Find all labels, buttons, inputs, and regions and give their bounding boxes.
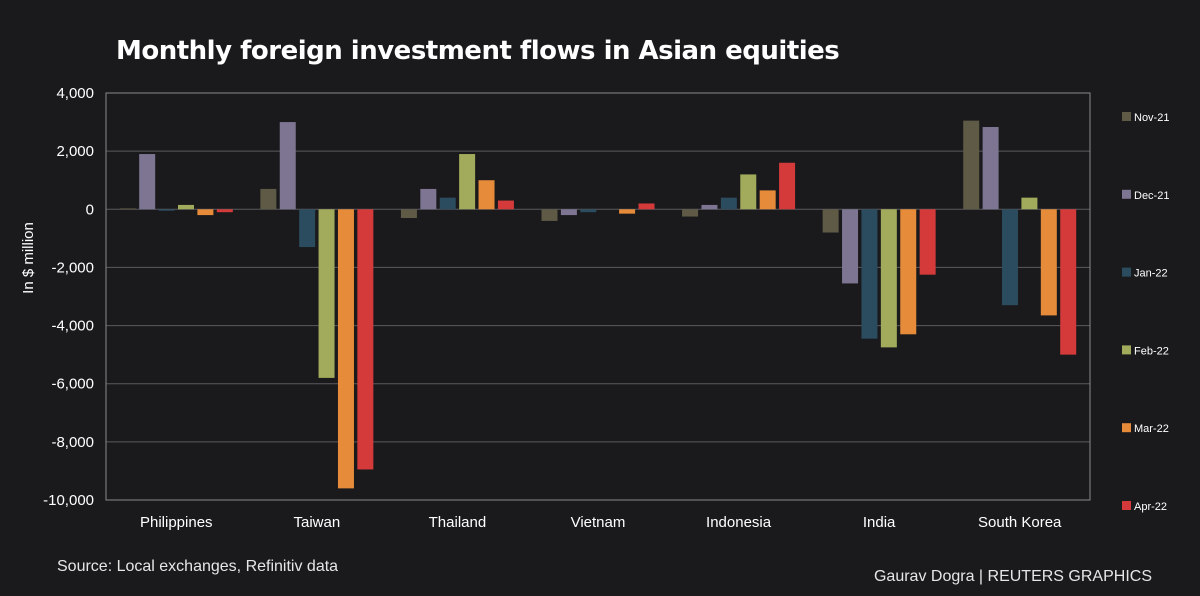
y-tick-label: -10,000 [43,492,94,509]
chart-title: Monthly foreign investment flows in Asia… [116,36,840,66]
bar-thailand-dec-21 [420,188,437,210]
bar-vietnam-dec-21 [560,209,577,216]
bar-india-nov-21 [822,209,839,233]
bar-vietnam-nov-21 [541,209,558,221]
bar-south-korea-feb-22 [1021,197,1038,210]
bar-india-apr-22 [919,209,936,275]
bar-philippines-jan-22 [158,209,175,211]
legend-label: Nov-21 [1134,112,1169,124]
bar-south-korea-dec-21 [982,127,999,210]
y-tick-label: 0 [86,201,94,218]
bars [119,120,1077,489]
gridlines [106,150,1090,443]
source-note: Source: Local exchanges, Refinitiv data [57,558,339,575]
bar-philippines-feb-22 [177,204,194,210]
bar-thailand-mar-22 [478,180,495,210]
x-tick-label: Vietnam [571,514,626,531]
plot-frame [105,92,1091,501]
bar-thailand-feb-22 [459,154,476,210]
bar-taiwan-jan-22 [299,209,316,248]
y-axis-ticks: 4,000 2,000 0 -2,000 -4,000 -6,000 -8,000 -10,0… [43,85,94,509]
legend-swatch [1122,345,1131,355]
x-tick-label: Indonesia [706,514,772,531]
y-tick-label: -2,000 [51,259,94,276]
legend-label: Feb-22 [1134,345,1169,357]
bar-philippines-mar-22 [197,209,214,216]
legend-swatch [1122,423,1131,433]
bar-south-korea-nov-21 [963,120,980,210]
legend-label: Mar-22 [1134,423,1169,435]
bar-south-korea-jan-22 [1002,209,1019,306]
y-tick-label: -8,000 [51,434,94,451]
bar-india-feb-22 [880,209,897,348]
bar-vietnam-apr-22 [638,203,655,210]
credit-line: Gaurav Dogra | REUTERS GRAPHICS [873,568,1152,585]
y-tick-label: -6,000 [51,376,94,393]
legend-swatch [1122,112,1131,121]
bar-indonesia-nov-21 [682,209,699,217]
bar-vietnam-jan-22 [580,209,597,213]
bar-thailand-nov-21 [400,209,417,219]
bar-indonesia-apr-22 [779,162,796,210]
bar-taiwan-nov-21 [260,188,277,210]
bar-india-mar-22 [900,209,917,335]
bar-indonesia-jan-22 [720,197,737,210]
y-axis-label: In $ million [20,222,37,294]
legend-label: Apr-22 [1134,501,1167,513]
bar-thailand-jan-22 [439,197,456,210]
legend: Nov-21 Dec-21 Jan-22 Feb-22 Mar-22 Apr-22 [1122,112,1169,513]
bar-indonesia-mar-22 [759,190,776,210]
bar-vietnam-mar-22 [619,209,636,214]
legend-swatch [1122,189,1131,199]
bar-india-jan-22 [861,209,878,339]
x-axis-ticks: Philippines Taiwan Thailand Vietnam Indonesi… [140,514,1062,531]
x-tick-label: South Korea [978,514,1062,531]
bar-taiwan-mar-22 [337,209,354,489]
bar-south-korea-apr-22 [1060,209,1077,355]
bar-indonesia-feb-22 [740,174,757,210]
bar-india-dec-21 [842,209,859,284]
bar-taiwan-dec-21 [279,122,296,210]
bar-thailand-apr-22 [497,200,514,210]
bar-taiwan-feb-22 [318,209,335,378]
x-tick-label: Taiwan [294,514,341,531]
bar-philippines-nov-21 [119,208,136,210]
x-tick-label: India [863,514,896,531]
legend-swatch [1122,501,1131,510]
legend-label: Jan-22 [1134,268,1168,280]
y-tick-label: 4,000 [56,85,94,102]
legend-label: Dec-21 [1134,190,1169,202]
y-tick-label: 2,000 [56,143,94,160]
legend-swatch [1122,267,1131,277]
x-tick-label: Thailand [429,514,487,531]
bar-philippines-apr-22 [216,209,233,213]
bar-philippines-dec-21 [139,154,156,210]
bar-taiwan-apr-22 [357,209,374,470]
x-tick-label: Philippines [140,514,213,531]
bar-south-korea-mar-22 [1040,209,1057,316]
bar-indonesia-dec-21 [701,204,718,210]
y-tick-label: -4,000 [51,318,94,335]
